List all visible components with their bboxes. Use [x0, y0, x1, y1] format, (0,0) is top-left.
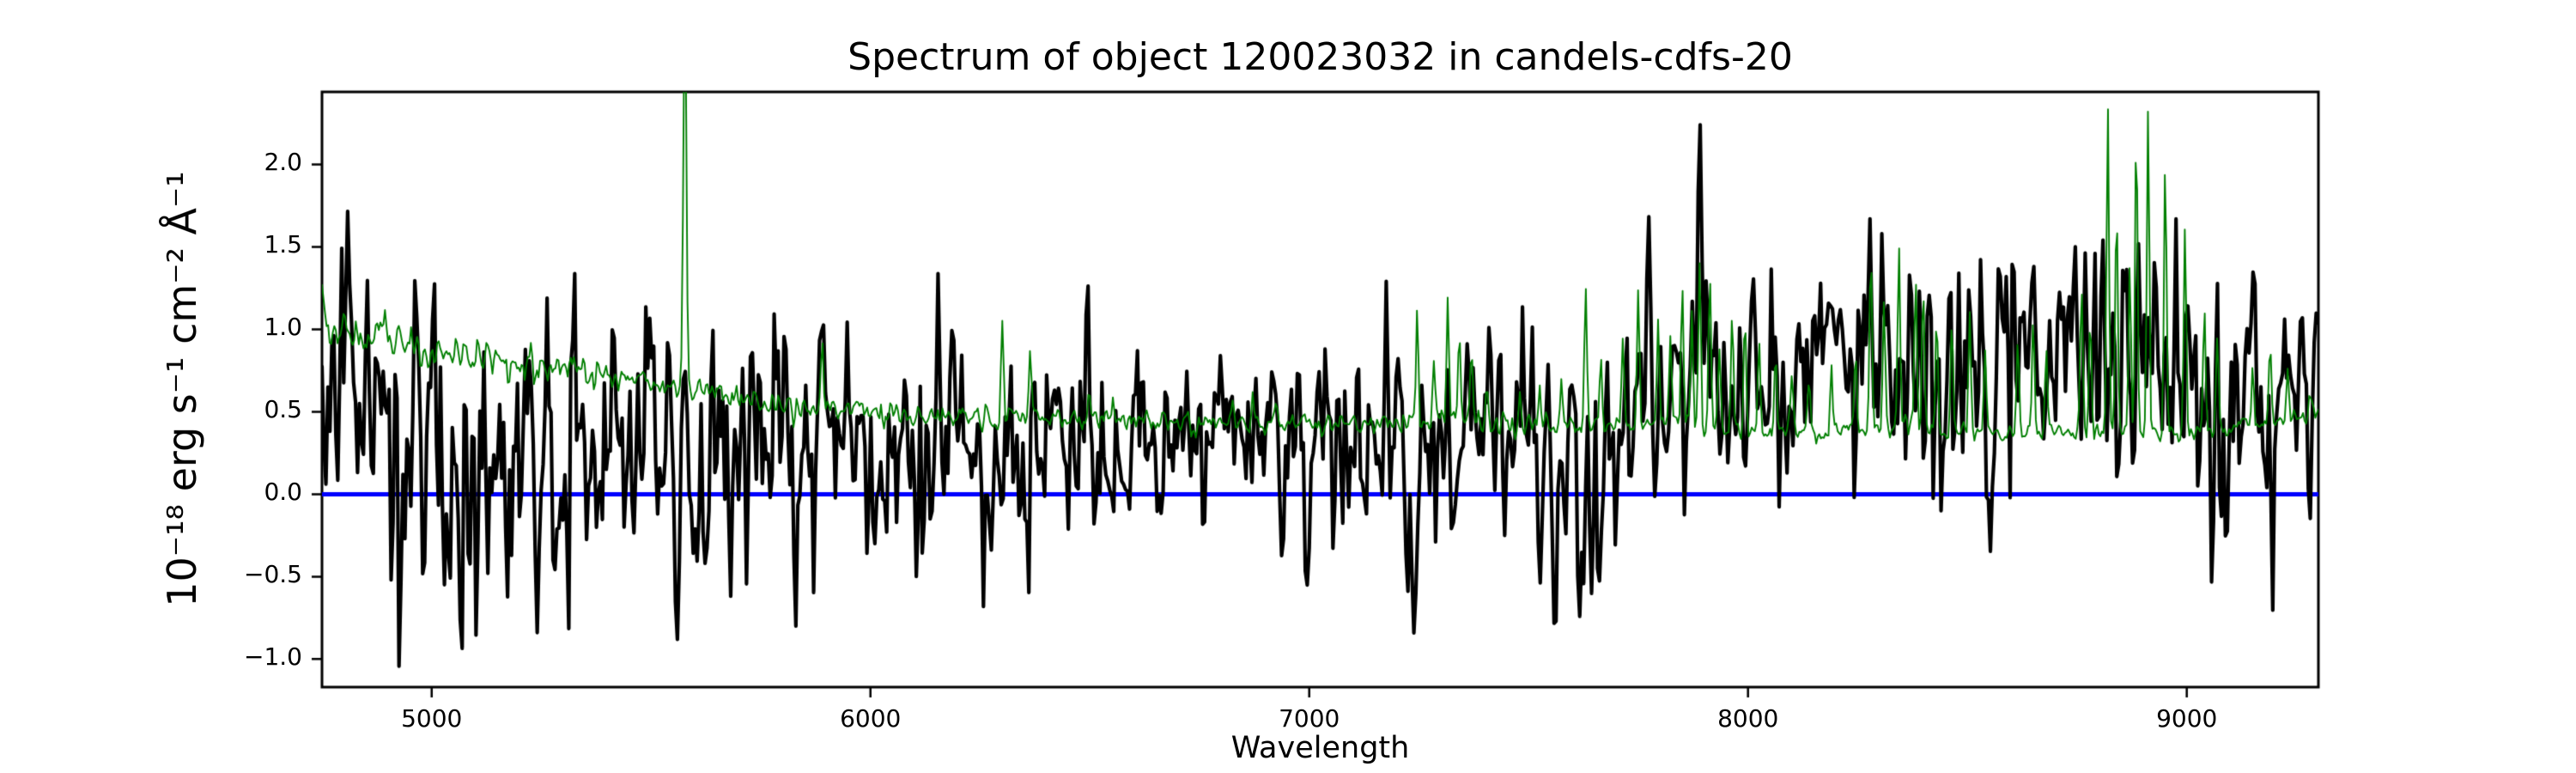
y-tick-label: 0.0: [264, 478, 302, 507]
x-tick-label: 8000: [1717, 704, 1779, 733]
x-tick-label: 7000: [1279, 704, 1340, 733]
x-tick-label: 9000: [2156, 704, 2218, 733]
x-tick-label: 6000: [840, 704, 902, 733]
plot-title: Spectrum of object 120023032 in candels-…: [848, 35, 1793, 79]
y-tick-label: 2.0: [264, 148, 302, 177]
x-axis-label: Wavelength: [1230, 731, 1410, 765]
y-tick-label: −1.0: [244, 642, 302, 672]
y-tick-label: 1.5: [264, 230, 302, 259]
y-tick-label: 1.0: [264, 313, 302, 342]
y-tick-label: −0.5: [244, 560, 302, 589]
y-tick-label: 0.5: [264, 395, 302, 424]
x-tick-label: 5000: [401, 704, 463, 733]
